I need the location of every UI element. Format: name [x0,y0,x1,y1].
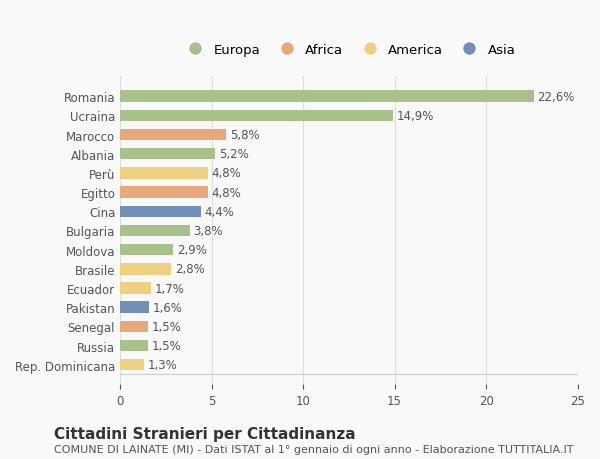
Text: COMUNE DI LAINATE (MI) - Dati ISTAT al 1° gennaio di ogni anno - Elaborazione TU: COMUNE DI LAINATE (MI) - Dati ISTAT al 1… [54,444,574,454]
Bar [120,359,144,371]
Text: 1,7%: 1,7% [155,282,185,295]
Text: 1,5%: 1,5% [151,339,181,352]
Text: 4,8%: 4,8% [212,167,241,180]
Bar [120,340,148,352]
Bar [120,263,172,275]
Bar [120,206,200,218]
Text: 2,8%: 2,8% [175,263,205,276]
Bar [120,149,215,160]
Text: 4,4%: 4,4% [204,205,234,218]
Bar [120,244,173,256]
Bar [120,129,226,141]
Bar [120,225,190,237]
Bar [120,283,151,294]
Text: 5,2%: 5,2% [219,148,248,161]
Text: 5,8%: 5,8% [230,129,260,142]
Bar [120,321,148,332]
Text: 3,8%: 3,8% [193,224,223,237]
Bar [120,168,208,179]
Text: 1,6%: 1,6% [153,301,183,314]
Text: Cittadini Stranieri per Cittadinanza: Cittadini Stranieri per Cittadinanza [54,425,356,441]
Text: 14,9%: 14,9% [397,110,434,123]
Bar [120,187,208,198]
Text: 4,8%: 4,8% [212,186,241,199]
Text: 2,9%: 2,9% [177,244,207,257]
Legend: Europa, Africa, America, Asia: Europa, Africa, America, Asia [182,44,516,57]
Bar [120,302,149,313]
Text: 22,6%: 22,6% [538,90,575,103]
Text: 1,3%: 1,3% [148,358,178,371]
Bar [120,110,393,122]
Bar [120,91,533,103]
Text: 1,5%: 1,5% [151,320,181,333]
